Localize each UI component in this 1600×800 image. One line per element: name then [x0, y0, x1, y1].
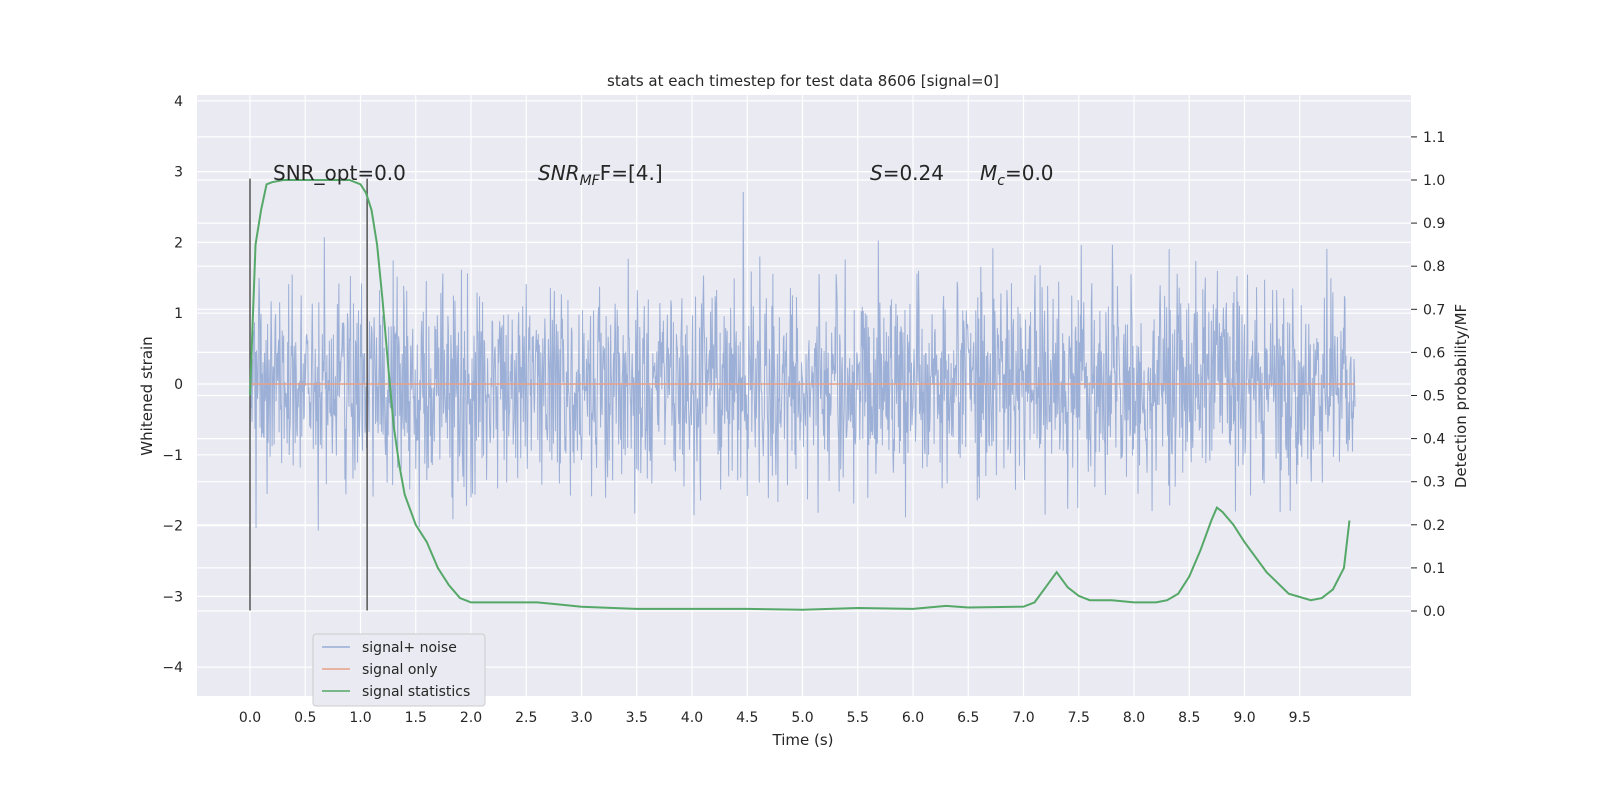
annotations: SNR_opt=0.0 SNRMFF=[4.] S=0.24 Mc=0.0	[273, 161, 1054, 189]
x-tick-label: 4.5	[736, 710, 758, 726]
y-right-tick-label: 0.5	[1423, 389, 1445, 405]
signal-plus-noise-series	[249, 192, 1356, 531]
y-tick-label: 4	[174, 94, 183, 110]
annotation-snr-mf: SNRMFF=[4.]	[538, 161, 663, 189]
legend-label-statistics: signal statistics	[362, 684, 470, 700]
x-tick-label: 5.0	[791, 710, 813, 726]
y-axis-ticks: 4 3 2 1 0 −1 −2 −3 −4	[162, 94, 183, 676]
y-right-tick-label: 0.9	[1423, 216, 1445, 232]
x-tick-label: 7.5	[1068, 710, 1090, 726]
signal-statistics-series	[249, 179, 1351, 611]
y-tick-label: −4	[162, 660, 183, 676]
y-right-tick-label: 0.0	[1423, 604, 1445, 620]
x-tick-label: 6.5	[957, 710, 979, 726]
x-tick-label: 8.0	[1123, 710, 1145, 726]
x-tick-label: 8.5	[1178, 710, 1200, 726]
x-tick-label: 9.0	[1233, 710, 1255, 726]
y-right-tick-label: 1.1	[1423, 130, 1445, 146]
y-right-axis-ticks: 0.0 0.1 0.2 0.3 0.4 0.5 0.6 0.7 0.8 0.9 1.0 1.1	[1411, 130, 1445, 620]
y-tick-label: −1	[162, 448, 183, 464]
legend-label-signal: signal only	[362, 662, 437, 678]
legend-label-noise: signal+ noise	[362, 640, 457, 656]
y-right-tick-label: 0.4	[1423, 432, 1445, 448]
legend-box	[312, 633, 486, 707]
y-tick-label: 2	[174, 235, 183, 251]
annotation-snr-opt: SNR_opt=0.0	[273, 161, 406, 185]
x-tick-label: 4.0	[681, 710, 703, 726]
y-right-tick-label: 0.1	[1423, 561, 1445, 577]
signal-plus-noise-line	[249, 192, 1356, 531]
x-tick-label: 3.0	[570, 710, 592, 726]
x-tick-label: 9.5	[1289, 710, 1311, 726]
annotation-mc: Mc=0.0	[980, 161, 1054, 189]
y-right-tick-label: 0.7	[1423, 302, 1445, 318]
x-tick-label: 0.5	[294, 710, 316, 726]
chart-title: stats at each timestep for test data 860…	[607, 72, 999, 90]
y-tick-label: −3	[162, 589, 183, 605]
y-right-axis-label: Detection probability/MF	[1452, 304, 1470, 488]
x-tick-label: 5.5	[847, 710, 869, 726]
y-tick-label: 1	[174, 306, 183, 322]
x-tick-label: 7.0	[1012, 710, 1034, 726]
signal-statistics-line	[249, 179, 1351, 611]
y-right-tick-label: 0.8	[1423, 259, 1445, 275]
x-tick-label: 2.0	[460, 710, 482, 726]
y-right-tick-label: 0.2	[1423, 518, 1445, 534]
y-tick-label: −2	[162, 519, 183, 535]
y-right-tick-label: 0.6	[1423, 345, 1445, 361]
y-tick-label: 0	[174, 377, 183, 393]
y-right-tick-label: 0.3	[1423, 475, 1445, 491]
x-tick-label: 6.0	[902, 710, 924, 726]
y-tick-label: 3	[174, 165, 183, 181]
x-tick-label: 3.5	[626, 710, 648, 726]
x-tick-label: 1.5	[405, 710, 427, 726]
y-axis-label: Whitened strain	[138, 336, 156, 455]
y-right-tick-label: 1.0	[1423, 173, 1445, 189]
x-tick-label: 0.0	[239, 710, 261, 726]
x-tick-label: 2.5	[515, 710, 537, 726]
x-axis-label: Time (s)	[772, 731, 834, 749]
annotation-s: S=0.24	[870, 161, 944, 185]
x-tick-label: 1.0	[349, 710, 371, 726]
x-axis-ticks: 0.0 0.5 1.0 1.5 2.0 2.5 3.0 3.5 4.0 4.5 5.0 5.5 6.0 6…	[239, 710, 1311, 726]
legend: signal+ noise signal only signal statist…	[312, 633, 486, 707]
